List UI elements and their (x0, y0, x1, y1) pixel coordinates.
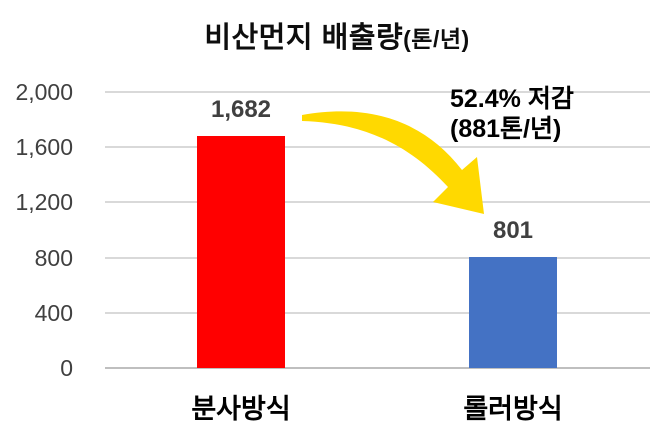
ytick-label-1200: 1,200 (15, 189, 73, 216)
chart-title-text: 비산먼지 배출량 (204, 22, 404, 54)
gridline-800 (105, 256, 650, 259)
reduction-annotation-line2: (881톤/년) (450, 115, 562, 143)
ytick-label-400: 400 (34, 299, 73, 326)
ytick-label-2000: 2,000 (15, 79, 73, 105)
chart-title-unit: (톤/년) (403, 26, 470, 52)
gridline-2000 (105, 91, 650, 93)
xtick-label-롤러방식: 롤러방식 (463, 394, 563, 424)
gridline-1600 (105, 146, 650, 149)
value-label-롤러방식: 801 (492, 217, 534, 245)
xtick-label-분사방식: 분사방식 (191, 394, 291, 424)
chart-title: 비산먼지 배출량(톤/년) (2, 14, 670, 56)
reduction-annotation: 52.4% 저감 (881톤/년) (450, 84, 670, 144)
bar-롤러방식 (469, 257, 557, 368)
gridline-400 (105, 311, 650, 314)
ytick-label-800: 800 (34, 244, 73, 271)
reduction-annotation-line1: 52.4% 저감 (450, 85, 574, 113)
gridline-1200 (105, 201, 650, 204)
value-label-분사방식: 1,682 (210, 95, 272, 123)
ytick-label-1600: 1,600 (15, 134, 73, 161)
gridline-0 (105, 367, 650, 369)
ytick-label-0: 0 (60, 355, 73, 381)
bar-분사방식 (197, 135, 285, 368)
